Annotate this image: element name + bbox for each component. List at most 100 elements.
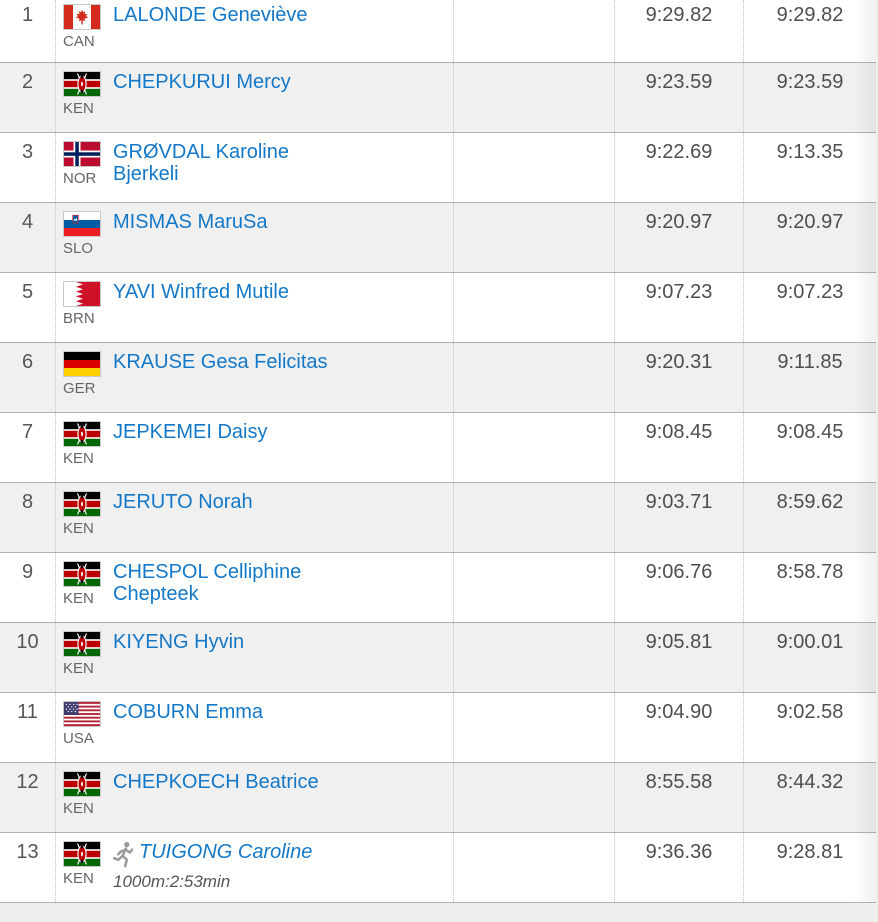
pacemaker-note: 1000m:2:53min [113, 872, 231, 891]
flag-ken-icon [63, 561, 101, 587]
time-col-2: 8:59.62 [743, 483, 876, 552]
flag-ken-icon [63, 771, 101, 797]
table-row: 2 KEN CHEPKURUI Mercy 9:23.59 9:23.59 [0, 63, 876, 133]
athlete-name-link[interactable]: YAVI Winfred Mutile [113, 281, 289, 303]
country-code: KEN [63, 590, 94, 607]
table-row: 1 CAN LALONDE Geneviève 9:29.82 9:29.82 [0, 0, 876, 63]
rank-number: 7 [21, 421, 34, 443]
empty-column-cell [453, 623, 614, 692]
rank-number: 11 [17, 701, 38, 723]
athlete-name-link[interactable]: KIYENG Hyvin [113, 631, 245, 653]
rank-number: 12 [16, 771, 39, 793]
empty-column-cell [453, 833, 614, 902]
time-col-1: 9:06.76 [614, 553, 743, 622]
table-row: 6 GER KRAUSE Gesa Felicitas 9:20.31 9:11… [0, 343, 876, 413]
athlete-name-link[interactable]: CHEPKOECH Beatrice [113, 771, 319, 793]
athlete-cell: KEN CHEPKOECH Beatrice [55, 763, 453, 832]
country-code: KEN [63, 870, 94, 887]
table-row: 13 KEN TUIGONG Caroline 1000m:2:53min 9:… [0, 833, 876, 903]
time-col-1: 9:22.69 [614, 133, 743, 202]
country-code: KEN [63, 800, 94, 817]
time-col-2: 9:11.85 [743, 343, 876, 412]
flag-can-icon [63, 4, 101, 30]
athlete-cell: BRN YAVI Winfred Mutile [55, 273, 453, 342]
athlete-name-link[interactable]: GRØVDAL Karoline Bjerkeli [113, 141, 289, 185]
athlete-cell: KEN TUIGONG Caroline 1000m:2:53min [55, 833, 453, 902]
athlete-cell: KEN JEPKEMEI Daisy [55, 413, 453, 482]
time-col-1: 9:04.90 [614, 693, 743, 762]
athlete-name-link[interactable]: TUIGONG Caroline [139, 841, 313, 863]
country-code: GER [63, 380, 96, 397]
time-col-1: 9:36.36 [614, 833, 743, 902]
table-row: 11 USA COBURN Emma 9:04.90 9:02.58 [0, 693, 876, 763]
flag-brn-icon [63, 281, 101, 307]
empty-column-cell [453, 203, 614, 272]
athlete-name-link[interactable]: LALONDE Geneviève [113, 4, 308, 26]
empty-column-cell [453, 483, 614, 552]
athlete-name-link[interactable]: CHEPKURUI Mercy [113, 71, 291, 93]
table-row: 9 KEN CHESPOL Celliphine Chepteek 9:06.76… [0, 553, 876, 623]
country-code: KEN [63, 520, 94, 537]
rank-number: 3 [21, 141, 34, 163]
athlete-name-link[interactable]: COBURN Emma [113, 701, 264, 723]
time-col-1: 8:55.58 [614, 763, 743, 832]
flag-ger-icon [63, 351, 101, 377]
table-row: 12 KEN CHEPKOECH Beatrice 8:55.58 8:44.3… [0, 763, 876, 833]
time-col-2: 8:58.78 [743, 553, 876, 622]
athlete-cell: KEN CHESPOL Celliphine Chepteek [55, 553, 453, 622]
empty-column-cell [453, 0, 614, 62]
athlete-name-link[interactable]: MISMAS MaruSa [113, 211, 268, 233]
table-row: 7 KEN JEPKEMEI Daisy 9:08.45 9:08.45 [0, 413, 876, 483]
athlete-cell: SLO MISMAS MaruSa [55, 203, 453, 272]
athlete-name-link[interactable]: KRAUSE Gesa Felicitas [113, 351, 328, 373]
country-code: KEN [63, 450, 94, 467]
rank-number: 1 [21, 4, 34, 26]
empty-column-cell [453, 413, 614, 482]
time-col-2: 9:02.58 [743, 693, 876, 762]
table-row: 5 BRN YAVI Winfred Mutile 9:07.23 9:07.2… [0, 273, 876, 343]
athlete-name-link[interactable]: JEPKEMEI Daisy [113, 421, 268, 443]
flag-nor-icon [63, 141, 101, 167]
country-code: USA [63, 730, 94, 747]
rank-number: 10 [16, 631, 39, 653]
rank-number: 6 [21, 351, 34, 373]
time-col-2: 9:13.35 [743, 133, 876, 202]
time-col-2: 9:07.23 [743, 273, 876, 342]
country-code: KEN [63, 100, 94, 117]
country-code: SLO [63, 240, 94, 257]
results-table: 1 CAN LALONDE Geneviève 9:29.82 9:29.82 … [0, 0, 876, 903]
empty-column-cell [453, 133, 614, 202]
athlete-cell: KEN JERUTO Norah [55, 483, 453, 552]
athlete-cell: KEN CHEPKURUI Mercy [55, 63, 453, 132]
rank-number: 8 [21, 491, 34, 513]
table-row: 10 KEN KIYENG Hyvin 9:05.81 9:00.01 [0, 623, 876, 693]
flag-usa-icon [63, 701, 101, 727]
time-col-2: 9:28.81 [743, 833, 876, 902]
time-col-1: 9:03.71 [614, 483, 743, 552]
country-code: NOR [63, 170, 97, 187]
table-row: 8 KEN JERUTO Norah 9:03.71 8:59.62 [0, 483, 876, 553]
empty-column-cell [453, 553, 614, 622]
rank-number: 4 [21, 211, 34, 233]
time-col-1: 9:20.31 [614, 343, 743, 412]
time-col-1: 9:07.23 [614, 273, 743, 342]
athlete-name-link[interactable]: CHESPOL Celliphine Chepteek [113, 561, 302, 605]
country-code: BRN [63, 310, 95, 327]
time-col-2: 9:08.45 [743, 413, 876, 482]
flag-slo-icon [63, 211, 101, 237]
athlete-cell: NOR GRØVDAL Karoline Bjerkeli [55, 133, 453, 202]
runner-icon [112, 841, 134, 868]
athlete-cell: KEN KIYENG Hyvin [55, 623, 453, 692]
athlete-name-link[interactable]: JERUTO Norah [113, 491, 253, 513]
flag-ken-icon [63, 71, 101, 97]
country-code: CAN [63, 33, 95, 50]
time-col-1: 9:29.82 [614, 0, 743, 62]
athlete-cell: GER KRAUSE Gesa Felicitas [55, 343, 453, 412]
time-col-1: 9:23.59 [614, 63, 743, 132]
empty-column-cell [453, 273, 614, 342]
flag-ken-icon [63, 491, 101, 517]
table-row: 3 NOR GRØVDAL Karoline Bjerkeli 9:22.69 9… [0, 133, 876, 203]
time-col-2: 9:29.82 [743, 0, 876, 62]
rank-number: 2 [21, 71, 34, 93]
table-row: 4 SLO MISMAS MaruSa 9:20.97 9:20.97 [0, 203, 876, 273]
